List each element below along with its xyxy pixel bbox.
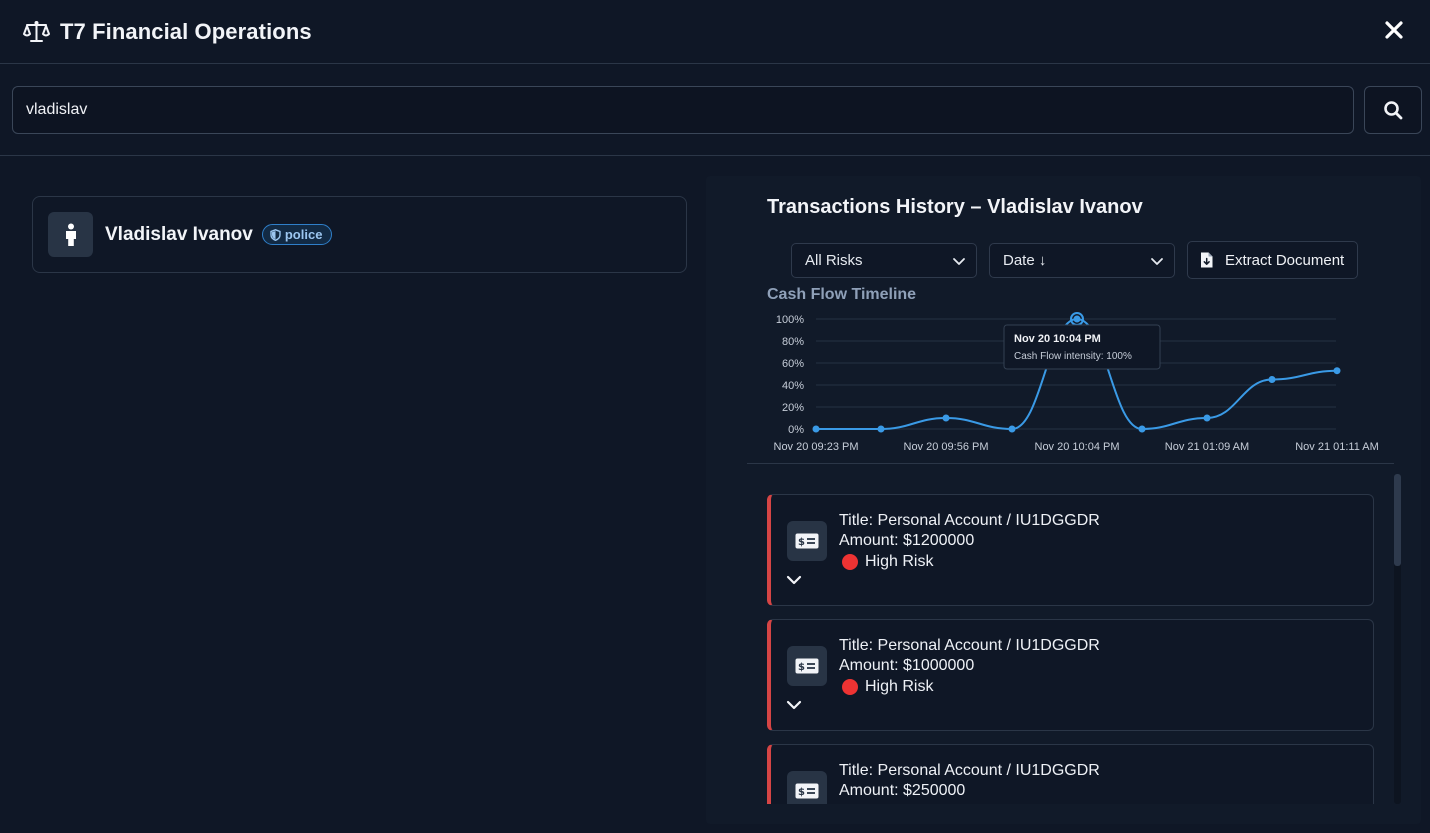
data-point[interactable] xyxy=(1203,414,1211,422)
risk-label: High Risk xyxy=(865,678,934,695)
x-tick-label: Nov 20 09:56 PM xyxy=(904,441,989,453)
extract-document-label: Extract Document xyxy=(1225,251,1345,269)
risk-filter-value: All Risks xyxy=(805,252,863,269)
app-header: T7 Financial Operations xyxy=(0,0,1430,64)
transactions-panel: Transactions History – Vladislav Ivanov … xyxy=(706,176,1421,824)
money-bill-icon: $ xyxy=(787,646,827,686)
data-point[interactable] xyxy=(1138,425,1146,433)
cash-flow-title: Cash Flow Timeline xyxy=(767,286,917,303)
status-badge: police xyxy=(261,224,333,245)
transaction-card[interactable]: $ Title: Personal Account / IU1DGGDR Amoun… xyxy=(767,494,1374,606)
app-title: T7 Financial Operations xyxy=(60,18,312,44)
transactions-list: $ Title: Personal Account / IU1DGGDR Amoun… xyxy=(767,494,1374,804)
risk-indicator: High Risk xyxy=(842,553,933,571)
risk-indicator: High Risk xyxy=(842,803,933,804)
shield-icon xyxy=(270,228,281,241)
x-tick-label: Nov 21 01:11 AM xyxy=(1295,441,1379,453)
tooltip-title: Nov 20 10:04 PM xyxy=(1014,333,1101,345)
data-point[interactable] xyxy=(877,425,885,433)
data-point[interactable] xyxy=(1268,376,1276,383)
avatar xyxy=(48,212,93,257)
chevron-down-icon xyxy=(786,575,802,585)
data-point[interactable] xyxy=(942,414,950,422)
risk-label: High Risk xyxy=(865,553,934,570)
transaction-amount: Amount: $1200000 xyxy=(839,532,975,549)
money-bill-icon: $ xyxy=(787,521,827,561)
data-point[interactable] xyxy=(1073,315,1081,323)
y-tick-label: 0% xyxy=(788,424,804,436)
x-tick-label: Nov 20 10:04 PM xyxy=(1035,441,1120,453)
sort-select[interactable]: Date ↓ xyxy=(989,243,1175,278)
x-tick-label: Nov 20 09:23 PM xyxy=(774,441,859,453)
y-tick-label: 20% xyxy=(782,402,804,414)
svg-text:$: $ xyxy=(798,787,805,798)
risk-dot xyxy=(842,679,858,695)
extract-document-button[interactable]: Extract Document xyxy=(1187,241,1358,279)
tooltip-text: Cash Flow intensity: 100% xyxy=(1014,351,1132,362)
badge-label: police xyxy=(284,227,323,242)
sort-value: Date ↓ xyxy=(1003,252,1047,269)
transaction-card[interactable]: $ Title: Personal Account / IU1DGGDR Amoun… xyxy=(767,744,1374,804)
transaction-title: Title: Personal Account / IU1DGGDR xyxy=(839,512,1100,529)
y-tick-label: 100% xyxy=(776,314,804,326)
transactions-title: Transactions History – Vladislav Ivanov xyxy=(767,196,1143,218)
divider xyxy=(747,463,1394,464)
risk-label: High Risk xyxy=(865,803,933,804)
search-bar xyxy=(0,64,1430,156)
y-tick-label: 40% xyxy=(782,380,804,392)
scale-balance-icon xyxy=(22,18,50,46)
search-icon xyxy=(1384,101,1403,120)
close-icon xyxy=(1385,21,1403,39)
transaction-title: Title: Personal Account / IU1DGGDR xyxy=(839,637,1100,654)
chevron-down-icon xyxy=(953,258,965,265)
chevron-down-icon xyxy=(786,700,802,710)
scrollbar[interactable] xyxy=(1394,474,1401,804)
data-point[interactable] xyxy=(1333,367,1341,375)
data-point[interactable] xyxy=(812,425,820,433)
transaction-card[interactable]: $ Title: Personal Account / IU1DGGDR Amoun… xyxy=(767,619,1374,731)
svg-text:$: $ xyxy=(798,662,805,673)
scrollbar-thumb[interactable] xyxy=(1394,474,1401,566)
x-tick-label: Nov 21 01:09 AM xyxy=(1165,441,1249,453)
cash-flow-chart[interactable]: 0% 20% 40% 60% 80% 100% Nov 20 09:23 PM Nov 20 … xyxy=(761,308,1401,458)
y-tick-label: 60% xyxy=(782,358,804,370)
expand-button[interactable] xyxy=(785,698,805,714)
risk-indicator: High Risk xyxy=(842,678,933,696)
y-tick-label: 80% xyxy=(782,336,804,348)
person-result-card[interactable]: Vladislav Ivanov police xyxy=(32,196,687,273)
data-point[interactable] xyxy=(1008,425,1016,433)
svg-text:$: $ xyxy=(798,537,805,548)
close-button[interactable] xyxy=(1378,14,1410,46)
search-button[interactable] xyxy=(1364,86,1422,134)
expand-button[interactable] xyxy=(785,573,805,589)
person-name: Vladislav Ivanov xyxy=(105,223,253,245)
transaction-amount: Amount: $250000 xyxy=(839,782,966,799)
search-input[interactable] xyxy=(12,86,1354,134)
person-icon xyxy=(65,223,76,246)
transaction-amount: Amount: $1000000 xyxy=(839,657,975,674)
transaction-title: Title: Personal Account / IU1DGGDR xyxy=(839,762,1100,779)
risk-filter-select[interactable]: All Risks xyxy=(791,243,977,278)
chart-tooltip xyxy=(1003,324,1161,370)
file-download-icon xyxy=(1201,252,1213,268)
chevron-down-icon xyxy=(1151,258,1163,265)
risk-dot xyxy=(842,554,858,570)
money-bill-icon: $ xyxy=(787,771,827,804)
